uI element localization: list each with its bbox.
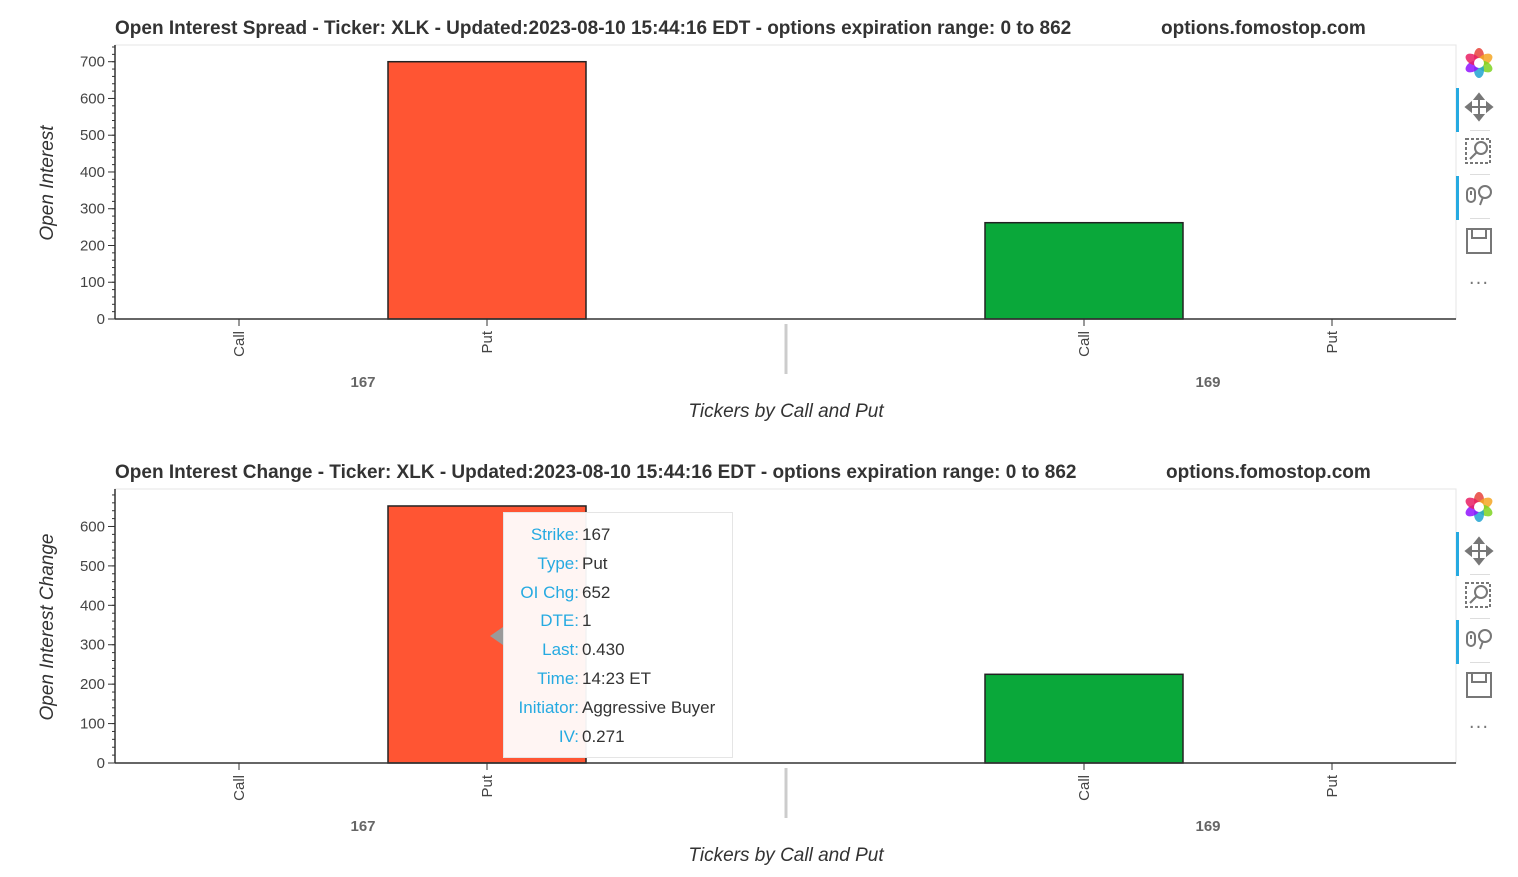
open-interest-spread-chart[interactable]: Open Interest Spread - Ticker: XLK - Upd… xyxy=(0,0,1518,433)
bar-169-call[interactable] xyxy=(984,673,1184,764)
y-tick-label: 300 xyxy=(80,201,105,218)
x-group-label: 169 xyxy=(1195,818,1220,835)
tooltip-row: Last: 0.430 xyxy=(504,640,734,668)
bokeh-logo-icon[interactable] xyxy=(1456,44,1502,82)
tooltip-key: OI Chg: xyxy=(520,582,579,602)
tooltip-value: Put xyxy=(582,553,608,573)
x-category-label: Call xyxy=(231,775,248,801)
open-interest-change-panel: Open Interest Change - Ticker: XLK - Upd… xyxy=(0,444,1518,877)
y-tick-label: 400 xyxy=(80,597,105,614)
tooltip-row: Strike: 167 xyxy=(504,525,734,553)
pan-icon[interactable] xyxy=(1456,532,1502,576)
box-zoom-icon[interactable] xyxy=(1456,132,1502,170)
tooltip-value: 652 xyxy=(582,582,611,602)
toolbar-separator xyxy=(1470,662,1490,663)
open-interest-change-chart[interactable]: Open Interest Change - Ticker: XLK - Upd… xyxy=(0,444,1518,866)
bokeh-logo-icon[interactable] xyxy=(1456,488,1502,526)
wheel-zoom-icon[interactable] xyxy=(1456,620,1502,664)
more-icon[interactable]: ··· xyxy=(1468,716,1490,738)
bar-167-put[interactable] xyxy=(387,60,587,320)
y-tick-label: 600 xyxy=(80,518,105,535)
tooltip-key: Type: xyxy=(537,553,579,573)
y-axis-title: Open Interest Change xyxy=(37,534,58,721)
y-tick-label: 300 xyxy=(80,637,105,654)
toolbar-separator xyxy=(1470,218,1490,219)
x-group-label: 169 xyxy=(1195,374,1220,391)
y-tick-label: 0 xyxy=(97,311,105,328)
x-category-label: Put xyxy=(1324,774,1341,797)
toolbar-separator xyxy=(1470,618,1490,619)
x-category-label: Call xyxy=(1076,775,1093,801)
tooltip-value: Aggressive Buyer xyxy=(582,697,716,717)
y-tick-label: 500 xyxy=(80,558,105,575)
tooltip-value: 0.430 xyxy=(582,640,625,660)
x-group-label: 167 xyxy=(350,818,375,835)
tooltip-row: IV: 0.271 xyxy=(504,727,734,755)
x-category-label: Put xyxy=(479,330,496,353)
y-tick-label: 100 xyxy=(80,274,105,291)
tooltip-key: DTE: xyxy=(540,611,579,631)
y-axis-title: Open Interest xyxy=(37,125,58,241)
bar-hover-tooltip: Strike: 167 Type: Put OI Chg: 652 DTE: 1 Last: 0.… xyxy=(503,512,733,758)
toolbar-separator xyxy=(1470,130,1490,131)
box-zoom-icon[interactable] xyxy=(1456,576,1502,614)
brand-label: options.fomostop.com xyxy=(1166,462,1371,483)
x-category-label: Put xyxy=(479,774,496,797)
wheel-zoom-icon[interactable] xyxy=(1456,176,1502,220)
brand-label: options.fomostop.com xyxy=(1161,18,1366,39)
plot-frame xyxy=(114,488,1457,764)
tooltip-pointer xyxy=(490,627,503,645)
y-tick-label: 0 xyxy=(97,755,105,772)
bar-169-call[interactable] xyxy=(984,221,1184,320)
x-category-label: Call xyxy=(231,331,248,357)
tooltip-key: Time: xyxy=(537,669,579,688)
tooltip-value: 14:23 ET xyxy=(582,669,651,688)
y-tick-label: 400 xyxy=(80,164,105,181)
tooltip-row: DTE: 1 xyxy=(504,611,734,639)
y-tick-label: 100 xyxy=(80,716,105,733)
x-axis-title: Tickers by Call and Put xyxy=(688,401,884,422)
x-group-label: 167 xyxy=(350,374,375,391)
chart-title: Open Interest Spread - Ticker: XLK - Upd… xyxy=(115,18,1071,39)
y-tick-label: 200 xyxy=(80,676,105,693)
save-icon[interactable] xyxy=(1456,666,1502,704)
tooltip-row: Time: 14:23 ET xyxy=(504,669,734,697)
tooltip-row: Initiator: Aggressive Buyer xyxy=(504,698,734,726)
tooltip-key: Strike: xyxy=(530,525,579,544)
tooltip-row: Type: Put xyxy=(504,554,734,582)
chart-toolbar: ··· xyxy=(1456,42,1502,302)
plot-frame xyxy=(114,44,1457,320)
y-tick-label: 700 xyxy=(80,54,105,71)
x-category-label: Call xyxy=(1076,331,1093,357)
chart-toolbar: ··· xyxy=(1456,486,1502,746)
save-icon[interactable] xyxy=(1456,222,1502,260)
toolbar-separator xyxy=(1470,574,1490,575)
tooltip-key: Initiator: xyxy=(518,697,579,717)
y-tick-label: 600 xyxy=(80,90,105,107)
toolbar-separator xyxy=(1470,174,1490,175)
tooltip-row: OI Chg: 652 xyxy=(504,583,734,611)
tooltip-key: Last: xyxy=(542,640,579,660)
y-tick-label: 200 xyxy=(80,237,105,254)
open-interest-spread-panel: Open Interest Spread - Ticker: XLK - Upd… xyxy=(0,0,1518,433)
tooltip-value: 1 xyxy=(582,611,592,631)
more-icon[interactable]: ··· xyxy=(1468,272,1490,294)
tooltip-key: IV: xyxy=(558,726,579,746)
x-axis-title: Tickers by Call and Put xyxy=(688,845,884,866)
chart-title: Open Interest Change - Ticker: XLK - Upd… xyxy=(115,462,1077,483)
y-tick-label: 500 xyxy=(80,127,105,144)
x-category-label: Put xyxy=(1324,330,1341,353)
tooltip-value: 0.271 xyxy=(582,726,625,746)
pan-icon[interactable] xyxy=(1456,88,1502,132)
tooltip-value: 167 xyxy=(582,525,611,544)
